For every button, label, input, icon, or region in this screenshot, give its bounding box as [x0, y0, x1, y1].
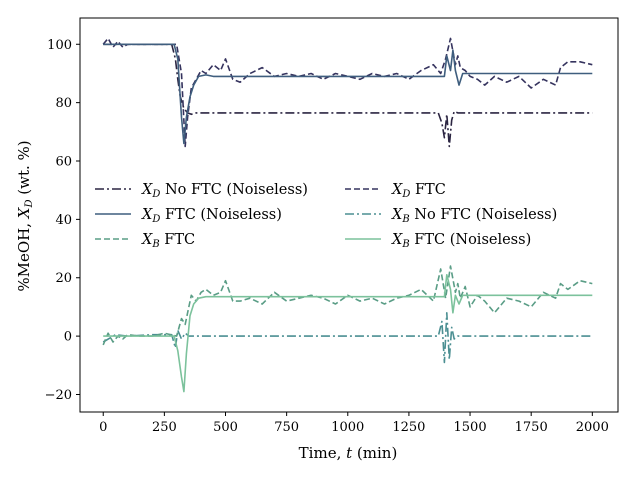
series-line-3: [103, 43, 593, 145]
plot-frame: [79, 17, 619, 413]
legend-label: XB​ FTC: [141, 232, 195, 250]
legend-label: XD​ No FTC (Noiseless): [141, 182, 308, 200]
series-line-5: [102, 265, 593, 346]
x-tick-label: 250: [152, 420, 177, 435]
y-tick-label: 0: [64, 330, 72, 345]
series-line-4: [102, 312, 593, 364]
y-axis: −20 0 20 40 60 80 100: [45, 38, 80, 403]
legend: XD​ No FTC (Noiseless) XD​ FTC (Noiseless…: [95, 182, 557, 250]
legend-label: XD​ FTC (Noiseless): [141, 207, 282, 225]
y-tick-label: 100: [47, 38, 72, 53]
x-tick-label: 1000: [331, 420, 364, 435]
x-tick-label: 0: [99, 420, 107, 435]
series-line-1: [103, 43, 593, 148]
legend-label: XB​ No FTC (Noiseless): [391, 207, 557, 225]
x-tick-label: 750: [274, 420, 299, 435]
x-tick-label: 1500: [454, 420, 487, 435]
y-tick-label: 80: [55, 96, 72, 111]
y-tick-label: 20: [55, 271, 72, 286]
series-line-6: [103, 274, 593, 393]
legend-label: XD​ FTC: [391, 182, 446, 200]
y-tick-label: 60: [55, 155, 72, 170]
x-axis-label: Time, t (min): [299, 444, 398, 462]
y-tick-label: −20: [45, 388, 72, 403]
y-axis-label: %MeOH, XD​ (wt. %): [15, 140, 35, 291]
x-tick-label: 1250: [392, 420, 425, 435]
x-tick-label: 500: [213, 420, 238, 435]
x-tick-label: 2000: [576, 420, 609, 435]
x-axis: 0 250 500 750 1000 1250 1500 1750 2000: [99, 412, 609, 435]
y-tick-label: 40: [55, 213, 72, 228]
x-tick-label: 1750: [515, 420, 548, 435]
series-layer: [102, 37, 593, 393]
legend-label: XB​ FTC (Noiseless): [391, 232, 531, 250]
